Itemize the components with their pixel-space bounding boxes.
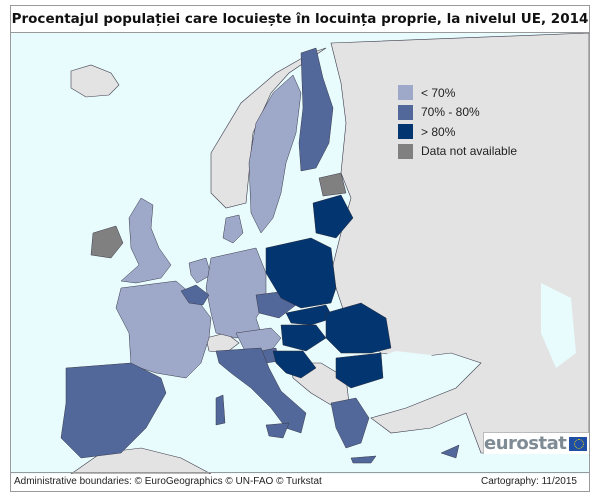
logo-text: eurostat: [484, 433, 567, 454]
denmark: [222, 214, 244, 244]
legend-swatch: [398, 143, 413, 159]
bulgaria: [335, 352, 384, 389]
russia-ukraine-belarus-turkey: [330, 33, 589, 454]
legend-label: > 80%: [421, 124, 456, 139]
slovakia: [285, 304, 334, 326]
crete: [350, 455, 377, 464]
italy: [215, 347, 307, 434]
legend-label: < 70%: [421, 85, 456, 100]
legend-label: 70% - 80%: [421, 105, 480, 120]
caspian-sea: [541, 283, 576, 368]
cyprus: [440, 444, 460, 459]
map-footer: Administrative boundaries: © EuroGeograp…: [11, 472, 589, 491]
ireland: [90, 225, 124, 259]
united-kingdom: [120, 197, 172, 284]
netherlands: [188, 257, 212, 284]
sardinia: [215, 394, 226, 426]
map-title: Procentajul populației care locuiește în…: [11, 6, 589, 33]
belgium: [180, 284, 210, 306]
greece: [330, 397, 370, 449]
poland: [265, 237, 337, 309]
legend-label: Data not available: [421, 144, 518, 159]
legend-item-above-80: > 80%: [398, 122, 517, 142]
eurostat-logo: eurostat: [483, 432, 589, 454]
spain-portugal: [60, 362, 167, 459]
croatia: [272, 350, 317, 379]
black-sea: [361, 351, 451, 393]
cartography-date: Cartography: 11/2015: [481, 476, 577, 487]
legend-item-below-70: < 70%: [398, 83, 517, 103]
finland: [298, 47, 334, 172]
hungary: [280, 324, 327, 352]
map-figure: Procentajul populației care locuiește în…: [10, 5, 590, 492]
legend-swatch: [398, 104, 413, 120]
eu-flag-icon: [569, 436, 587, 451]
legend-swatch: [398, 124, 413, 140]
legend-swatch: [398, 85, 413, 101]
estonia: [318, 172, 347, 197]
legend-item-no-data: Data not available: [398, 142, 517, 162]
iceland: [70, 64, 120, 98]
europe-map: [60, 33, 589, 474]
sweden: [248, 74, 302, 234]
attribution-text: Administrative boundaries: © EuroGeograp…: [14, 476, 322, 487]
sicily: [265, 422, 290, 439]
germany: [205, 247, 267, 339]
romania: [325, 302, 392, 354]
map-legend: < 70% 70% - 80% > 80% Data not available: [398, 83, 517, 161]
latvia-lithuania: [312, 194, 354, 239]
legend-item-70-80: 70% - 80%: [398, 103, 517, 123]
map-area: < 70% 70% - 80% > 80% Data not available…: [11, 33, 589, 474]
norway: [210, 47, 327, 209]
